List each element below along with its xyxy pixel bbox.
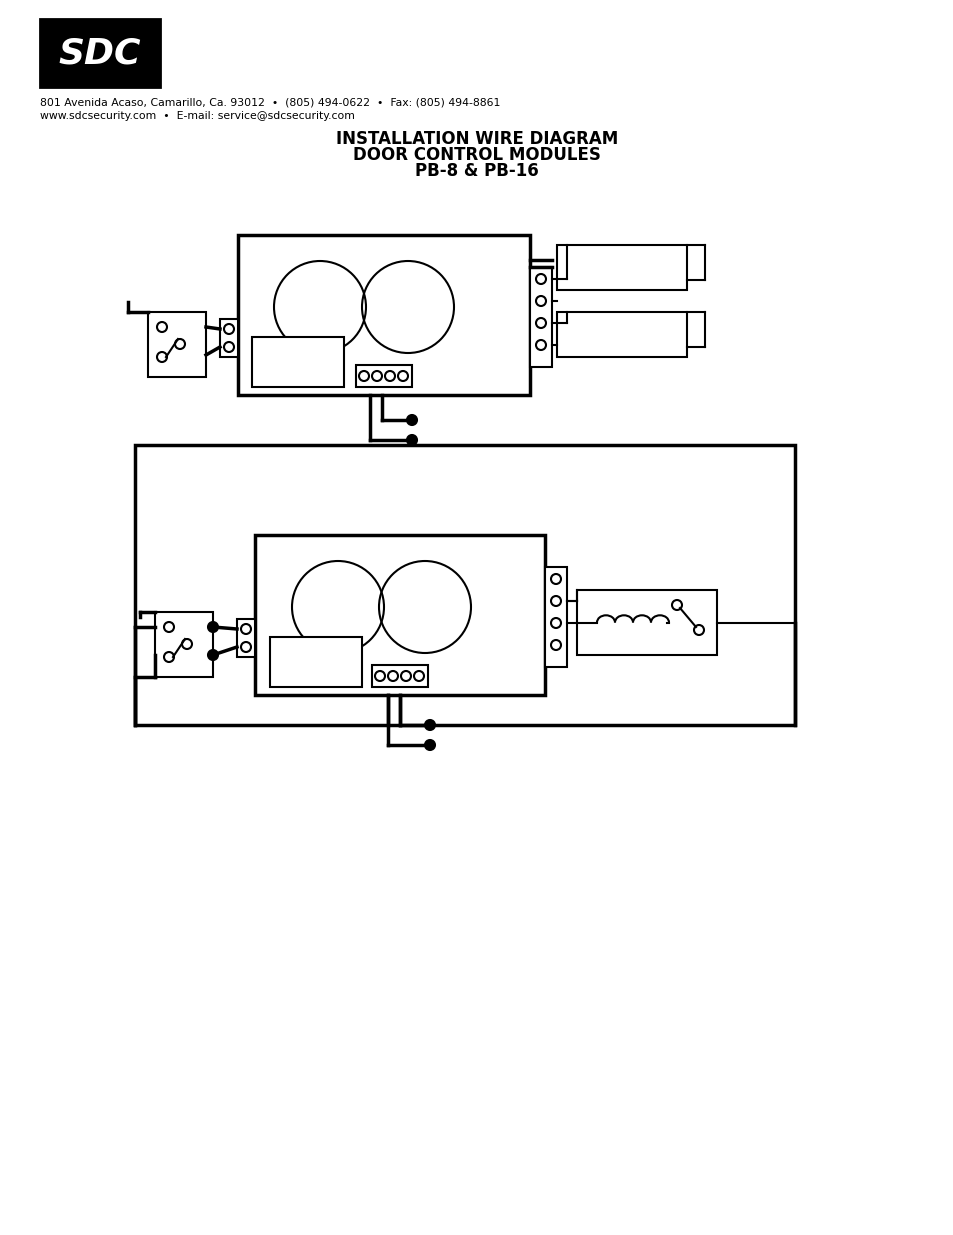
Text: INSTALLATION WIRE DIAGRAM: INSTALLATION WIRE DIAGRAM — [335, 130, 618, 148]
Bar — [557, 312, 686, 357]
Bar — [148, 312, 206, 377]
Text: DOOR CONTROL MODULES: DOOR CONTROL MODULES — [353, 146, 600, 164]
Bar — [270, 637, 361, 687]
Circle shape — [208, 650, 218, 659]
Text: SDC: SDC — [59, 36, 141, 70]
Bar — [544, 567, 566, 667]
Bar — [355, 366, 412, 387]
Bar — [154, 613, 213, 677]
Bar — [557, 245, 686, 290]
Bar — [254, 535, 544, 695]
Bar — [220, 319, 237, 357]
Circle shape — [208, 622, 218, 632]
Circle shape — [407, 435, 416, 445]
Bar — [40, 19, 160, 86]
Text: 801 Avenida Acaso, Camarillo, Ca. 93012  •  (805) 494-0622  •  Fax: (805) 494-88: 801 Avenida Acaso, Camarillo, Ca. 93012 … — [40, 98, 500, 107]
Circle shape — [424, 720, 435, 730]
Circle shape — [407, 415, 416, 425]
Bar — [236, 619, 254, 657]
Bar — [237, 235, 530, 395]
Bar — [372, 664, 428, 687]
Bar — [577, 590, 717, 655]
Text: PB-8 & PB-16: PB-8 & PB-16 — [415, 162, 538, 180]
Bar — [530, 267, 552, 367]
Text: www.sdcsecurity.com  •  E-mail: service@sdcsecurity.com: www.sdcsecurity.com • E-mail: service@sd… — [40, 111, 355, 121]
Circle shape — [424, 740, 435, 750]
Bar — [135, 445, 794, 725]
Bar — [252, 337, 344, 387]
